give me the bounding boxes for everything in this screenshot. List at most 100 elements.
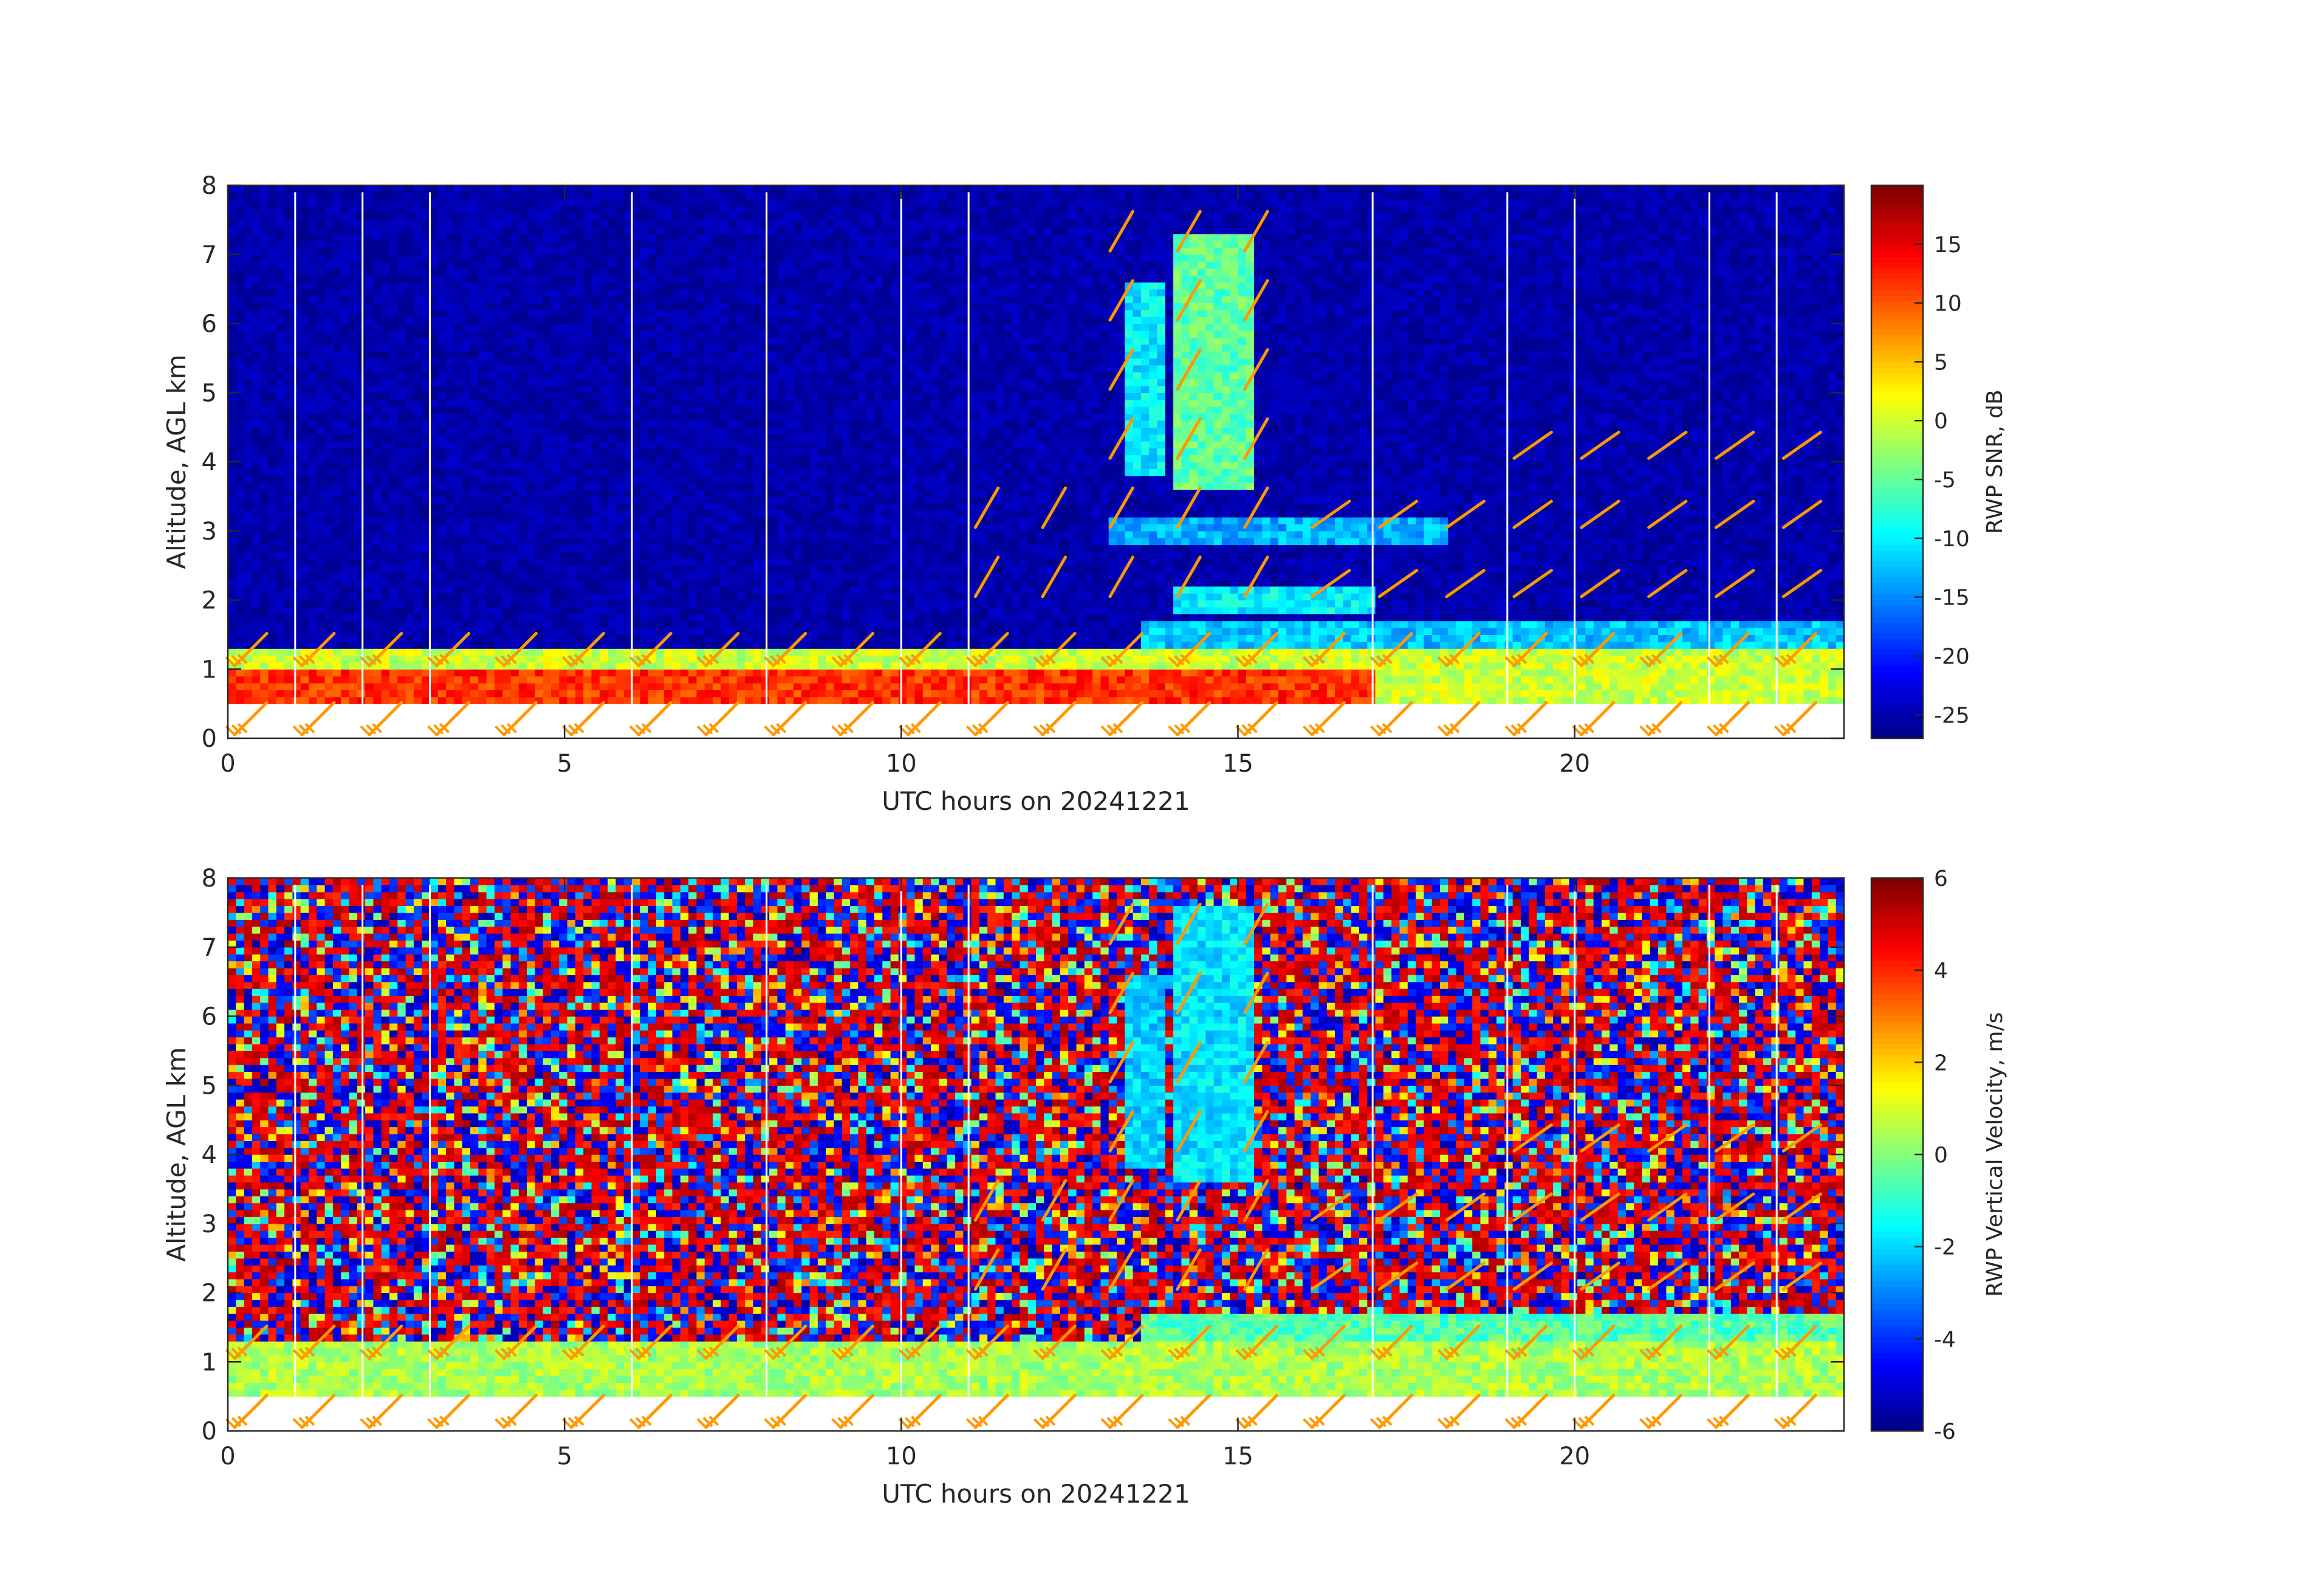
heatmap-cell [494,406,503,414]
heatmap-cell [608,206,616,214]
heatmap-cell [656,579,665,587]
heatmap-cell [357,648,366,656]
heatmap-cell [276,676,285,684]
heatmap-cell [486,628,495,635]
heatmap-cell [228,393,236,400]
heatmap-cell [268,448,277,456]
heatmap-cell [761,413,770,421]
heatmap-cell [510,406,519,414]
heatmap-cell [608,572,616,580]
heatmap-cell [518,579,527,587]
heatmap-cell [551,468,560,476]
heatmap-cell [405,696,414,704]
heatmap-cell [405,309,414,317]
heatmap-cell [244,586,253,594]
heatmap-cell [430,510,439,518]
heatmap-cell [599,399,608,407]
heatmap-cell [599,247,608,255]
heatmap-cell [317,634,326,642]
heatmap-cell [486,427,495,435]
heatmap-cell [608,351,616,358]
heatmap-cell [437,227,447,235]
heatmap-cell [389,379,398,386]
heatmap-cell [228,579,236,587]
heatmap-cell [721,448,730,456]
heatmap-cell [575,406,584,414]
heatmap-cell [591,600,600,608]
heatmap-cell [309,544,317,552]
heatmap-cell [446,434,454,442]
heatmap-cell [478,420,487,428]
heatmap-cell [680,475,689,483]
heatmap-cell [753,482,762,490]
heatmap-cell [332,358,341,366]
heatmap-cell [721,337,730,345]
heatmap-cell [672,275,681,283]
heatmap-cell [535,406,544,414]
heatmap-cell [422,275,431,283]
heatmap-cell [591,351,600,358]
heatmap-cell [494,199,503,207]
heatmap-cell [413,385,422,393]
heatmap-cell [309,385,317,393]
heatmap-cell [317,593,326,601]
heatmap-cell [656,289,665,297]
heatmap-cell [357,524,366,532]
heatmap-cell [341,296,350,303]
heatmap-cell [761,551,770,559]
heatmap-cell [292,565,301,573]
heatmap-cell [672,241,681,248]
heatmap-cell [518,530,527,538]
heatmap-cell [648,337,657,345]
heatmap-cell [535,233,544,241]
heatmap-cell [389,241,398,248]
heatmap-cell [761,593,770,601]
heatmap-cell [559,330,568,338]
heatmap-cell [575,579,584,587]
heatmap-cell [632,593,640,601]
heatmap-cell [721,275,730,283]
heatmap-cell [632,462,640,469]
heatmap-cell [454,337,463,345]
heatmap-cell [535,365,544,372]
heatmap-cell [656,468,665,476]
heatmap-cell [599,434,608,442]
heatmap-cell [478,468,487,476]
heatmap-cell [309,399,317,407]
heatmap-cell [575,641,584,649]
heatmap-cell [276,296,285,303]
heatmap-cell [753,323,762,331]
heatmap-cell [736,254,746,262]
heatmap-cell [260,606,269,614]
heatmap-cell [437,482,447,490]
heatmap-cell [583,233,592,241]
heatmap-cell [292,586,301,594]
heatmap-cell [486,344,495,352]
heatmap-cell [688,275,697,283]
heatmap-cell [252,530,261,538]
heatmap-cell [518,475,527,483]
heatmap-cell [284,233,293,241]
heatmap-cell [688,282,697,290]
heatmap-cell [236,289,245,297]
heatmap-cell [244,600,253,608]
heatmap-cell [745,289,754,297]
heatmap-cell [317,614,326,622]
heatmap-cell [728,393,738,400]
heatmap-cell [591,593,600,601]
heatmap-cell [623,379,632,386]
heatmap-cell [640,303,649,310]
heatmap-cell [688,337,697,345]
heatmap-cell [324,413,334,421]
heatmap-cell [405,565,414,573]
heatmap-cell [276,496,285,504]
heatmap-cell [357,185,366,193]
heatmap-cell [664,441,673,448]
heatmap-cell [608,199,616,207]
heatmap-cell [260,213,269,221]
heatmap-cell [672,365,681,372]
heatmap-cell [236,690,245,698]
heatmap-cell [268,296,277,303]
heatmap-cell [422,351,431,358]
heatmap-cell [268,344,277,352]
